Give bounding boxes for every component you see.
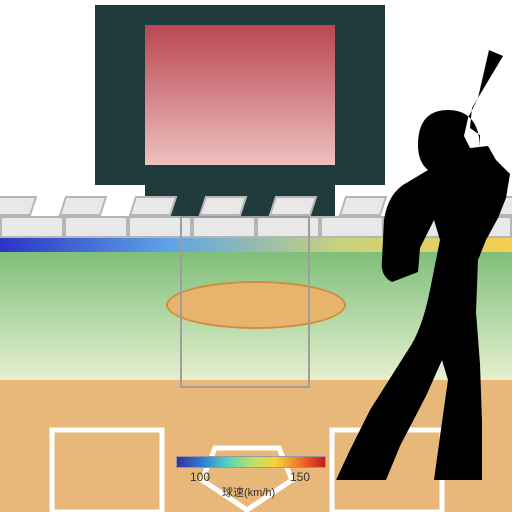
batter-silhouette — [300, 50, 512, 480]
legend-tick: 100 — [190, 470, 210, 484]
legend-tick: 150 — [290, 470, 310, 484]
speed-legend-bar — [176, 456, 326, 468]
speed-legend-label: 球速(km/h) — [222, 484, 275, 500]
scene-root: 100 150 球速(km/h) — [0, 0, 512, 512]
strike-zone — [180, 216, 310, 388]
